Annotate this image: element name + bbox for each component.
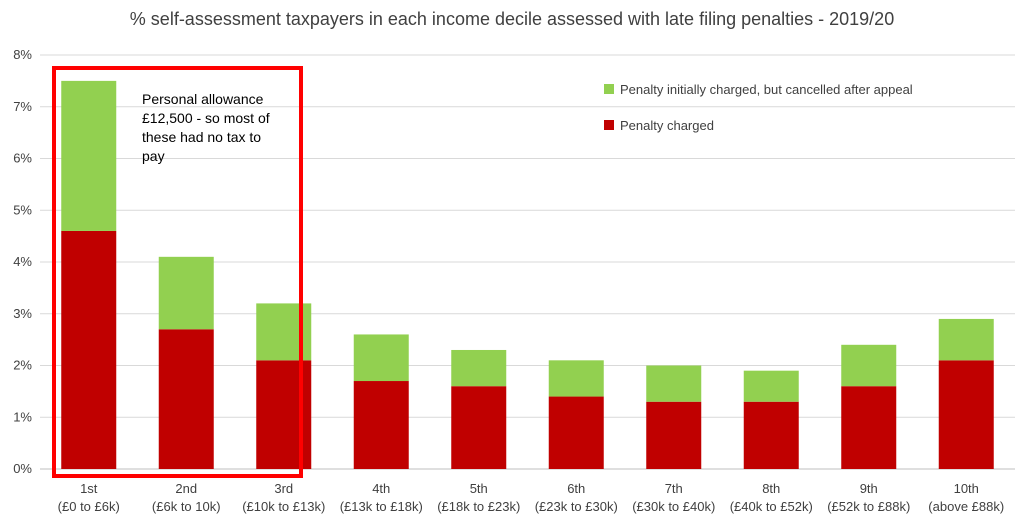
x-tick-sublabel: (£52k to £88k) bbox=[827, 499, 910, 514]
bar-penalty-charged bbox=[646, 401, 702, 469]
bar-penalty-charged bbox=[61, 230, 117, 469]
x-tick-sublabel: (£40k to £52k) bbox=[730, 499, 813, 514]
legend: Penalty initially charged, but cancelled… bbox=[604, 82, 913, 133]
bar-penalty-cancelled bbox=[938, 318, 994, 361]
x-tick-sublabel: (£10k to £13k) bbox=[242, 499, 325, 514]
y-tick-label: 4% bbox=[13, 254, 32, 269]
legend-label-penalty-cancelled: Penalty initially charged, but cancelled… bbox=[620, 82, 913, 97]
x-tick-label: 8th bbox=[762, 481, 780, 496]
x-tick-sublabel: (£6k to 10k) bbox=[152, 499, 221, 514]
y-tick-label: 8% bbox=[13, 47, 32, 62]
annotation: Personal allowance £12,500 - so most of th… bbox=[142, 91, 270, 164]
x-tick-sublabel: (£0 to £6k) bbox=[58, 499, 120, 514]
y-tick-label: 0% bbox=[13, 461, 32, 476]
bar-penalty-cancelled bbox=[451, 349, 507, 387]
bar-penalty-charged bbox=[743, 401, 799, 469]
x-tick-sublabel: (£23k to £30k) bbox=[535, 499, 618, 514]
x-tick-label: 10th bbox=[954, 481, 979, 496]
bar-penalty-charged bbox=[353, 381, 409, 469]
x-tick-sublabel: (£18k to £23k) bbox=[437, 499, 520, 514]
x-tick-label: 6th bbox=[567, 481, 585, 496]
bar-penalty-cancelled bbox=[548, 360, 604, 397]
chart-title: % self-assessment taxpayers in each inco… bbox=[130, 9, 894, 29]
legend-swatch-penalty-cancelled bbox=[604, 84, 614, 94]
highlight-box bbox=[52, 66, 303, 478]
x-tick-sublabel: (£13k to £18k) bbox=[340, 499, 423, 514]
x-tick-label: 1st bbox=[80, 481, 98, 496]
annotation-line: pay bbox=[142, 148, 165, 164]
bars bbox=[61, 80, 994, 469]
x-tick-sublabel: (£30k to £40k) bbox=[632, 499, 715, 514]
y-tick-label: 1% bbox=[13, 409, 32, 424]
legend-swatch-penalty-charged bbox=[604, 120, 614, 130]
x-tick-label: 4th bbox=[372, 481, 390, 496]
x-tick-label: 7th bbox=[665, 481, 683, 496]
y-tick-label: 7% bbox=[13, 99, 32, 114]
bar-penalty-cancelled bbox=[646, 365, 702, 402]
y-tick-label: 6% bbox=[13, 151, 32, 166]
bar-penalty-charged bbox=[548, 396, 604, 469]
bar-penalty-cancelled bbox=[841, 344, 897, 387]
x-tick-label: 2nd bbox=[175, 481, 197, 496]
bar-penalty-cancelled bbox=[158, 256, 214, 330]
annotation-line: £12,500 - so most of bbox=[142, 110, 270, 126]
bar-penalty-charged bbox=[841, 386, 897, 469]
annotation-line: Personal allowance bbox=[142, 91, 264, 107]
y-axis-ticks: 0% 1% 2% 3% 4% 5% 6% 7% 8% bbox=[13, 47, 32, 476]
x-tick-sublabel: (above £88k) bbox=[928, 499, 1004, 514]
bar-penalty-cancelled bbox=[743, 370, 799, 402]
bar-penalty-cancelled bbox=[61, 80, 117, 231]
bar-penalty-charged bbox=[938, 360, 994, 469]
y-tick-label: 3% bbox=[13, 306, 32, 321]
annotation-line: these had no tax to bbox=[142, 129, 261, 145]
bar-penalty-cancelled bbox=[353, 334, 409, 382]
x-tick-label: 3rd bbox=[274, 481, 293, 496]
x-tick-label: 5th bbox=[470, 481, 488, 496]
bar-penalty-charged bbox=[158, 329, 214, 469]
legend-label-penalty-charged: Penalty charged bbox=[620, 118, 714, 133]
y-tick-label: 5% bbox=[13, 202, 32, 217]
x-tick-label: 9th bbox=[860, 481, 878, 496]
y-tick-label: 2% bbox=[13, 358, 32, 373]
bar-penalty-charged bbox=[451, 386, 507, 469]
